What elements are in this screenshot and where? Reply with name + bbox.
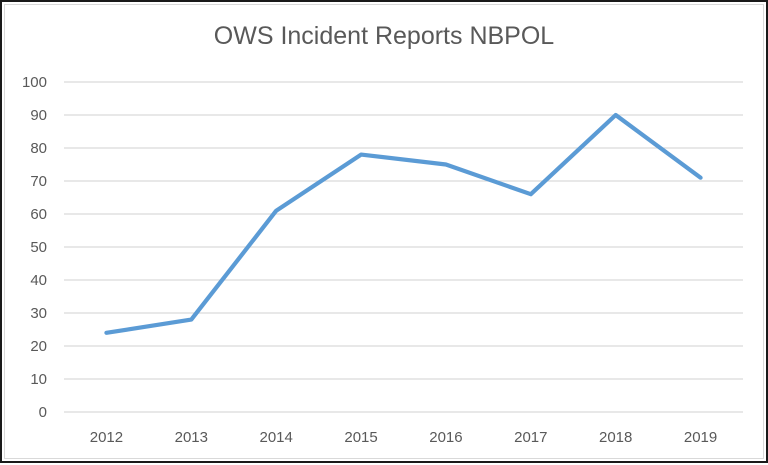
y-tick-label: 90 [30, 107, 47, 124]
x-tick-label: 2018 [599, 429, 632, 446]
chart-title: OWS Incident Reports NBPOL [213, 22, 555, 50]
x-tick-label: 2017 [514, 429, 547, 446]
y-tick-label: 20 [30, 338, 47, 355]
data-series [104, 112, 703, 335]
x-tick-label: 2013 [175, 429, 208, 446]
y-axis-tick-labels: 0 10 20 30 40 50 60 70 80 90 100 [22, 74, 47, 421]
y-tick-label: 70 [30, 173, 47, 190]
y-tick-label: 0 [39, 404, 47, 421]
y-tick-label: 40 [30, 272, 47, 289]
y-tick-label: 10 [30, 371, 47, 388]
x-axis-tick-labels: 2012 2013 2014 2015 2016 2017 2018 2019 [90, 429, 718, 446]
x-tick-label: 2012 [90, 429, 123, 446]
series-line [104, 112, 703, 335]
x-tick-label: 2016 [429, 429, 462, 446]
y-tick-label: 80 [30, 140, 47, 157]
x-tick-label: 2015 [344, 429, 377, 446]
y-tick-label: 30 [30, 305, 47, 322]
y-tick-label: 60 [30, 206, 47, 223]
x-tick-label: 2019 [684, 429, 717, 446]
gridlines [64, 81, 743, 413]
chart-area-border [4, 4, 764, 459]
x-tick-label: 2014 [260, 429, 293, 446]
y-tick-label: 100 [22, 74, 47, 91]
y-tick-label: 50 [30, 239, 47, 256]
